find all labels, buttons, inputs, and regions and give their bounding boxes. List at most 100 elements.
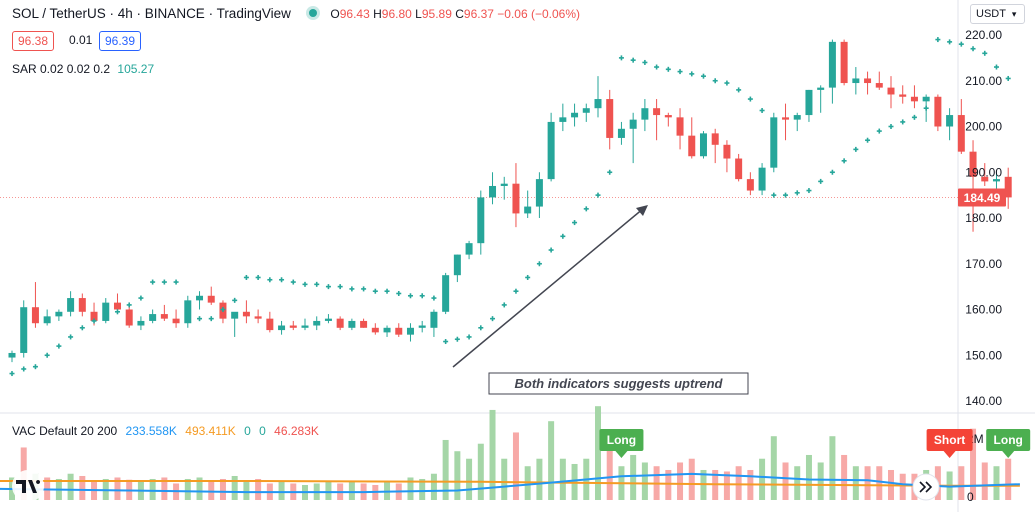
candle-body [641,108,649,120]
sar-point [911,114,917,120]
sar-point [536,261,542,267]
plot-background [0,0,958,512]
sar-point [595,192,601,198]
candle-body [559,117,567,122]
price-tick-label: 140.00 [965,394,1002,408]
tradingview-logo[interactable] [12,470,44,502]
candle [207,286,215,305]
candle [758,163,766,196]
signal-long: Long [986,429,1031,458]
candle [535,172,543,218]
candle [817,85,825,113]
price-tick-label: 210.00 [965,74,1002,88]
sar-point [314,281,320,287]
sell-price-button[interactable]: 96.38 [12,31,55,51]
buy-price-button[interactable]: 96.39 [99,31,142,51]
volume-bar [559,458,566,500]
candle-body [489,185,497,198]
sar-point [21,366,27,372]
candle-body [828,41,836,88]
candle [793,112,801,132]
volume-bar [208,481,215,500]
sar-point [197,316,203,322]
annotation-box [488,372,749,395]
volume-bar [759,458,766,500]
sar-point [794,190,800,196]
vac-legend[interactable]: VAC Default 20 200 233.558K 493.411K 0 0… [12,424,324,438]
candle [688,117,696,159]
candle-body [266,318,274,331]
candle-body [371,327,379,333]
candle-body [242,311,250,317]
volume-bar [231,475,238,500]
sar-point [947,39,953,45]
signal-pointer [943,451,956,458]
candle [453,254,461,283]
sar-legend[interactable]: SAR 0.02 0.02 0.2 105.27 [12,62,154,76]
sar-point [267,277,273,283]
sar-point [935,37,941,43]
vac-value-1: 0 [244,424,251,438]
scroll-to-realtime-button[interactable] [912,473,940,501]
tradingview-logo-icon [16,480,41,493]
candle-body [78,298,86,312]
candle [172,309,180,328]
candle-body [840,41,848,84]
candle-body [981,176,989,182]
candle [910,85,918,109]
volume-bar [67,473,74,500]
sar-point [958,41,964,47]
sar-point [255,274,261,280]
sar-point [361,286,367,292]
sar-point [91,318,97,324]
candle [500,176,508,200]
sar-point [783,192,789,198]
candle-body [664,115,672,118]
close-value: 96.37 [463,7,494,21]
volume-bar [278,481,285,500]
sar-point [865,137,871,143]
sar-point [79,325,85,331]
candle [184,295,192,328]
candle [55,309,63,321]
market-status-icon [308,9,317,17]
volume-bar [794,466,801,500]
signal-box [926,429,973,451]
sar-point [454,336,460,342]
candle [969,140,977,232]
candle-body [910,96,918,102]
currency-selector[interactable]: USDT ▾ [970,4,1025,24]
candle [442,272,450,315]
candle [371,323,379,335]
candle-body [512,183,520,214]
volume-bar [970,428,977,500]
candle [629,112,637,164]
candle-body [817,87,825,90]
candle-body [606,99,614,138]
volume-bar [419,478,426,500]
sar-point [630,57,636,63]
sar-point [407,293,413,299]
chevron-down-icon: ▾ [1011,9,1017,19]
candle-body [231,311,239,319]
sar-point [525,274,531,280]
sar-point [443,339,449,345]
candle [301,318,309,331]
vac-value-2: 0 [259,424,266,438]
vac-fast-line [0,472,1020,494]
signal-pointer [1002,451,1015,458]
candle [887,76,895,109]
logo-backdrop [12,470,44,502]
candle-body [313,320,321,326]
vac-slow-value: 493.411K [185,424,236,438]
candle-body [793,115,801,120]
symbol-title[interactable]: SOL / TetherUS · 4h · BINANCE · TradingV… [12,6,291,21]
candle [957,99,965,154]
candle-body [196,295,204,301]
price-axis[interactable]: 220.00 210.00 200.00 190.00 180.00 170.00 160.… [958,28,1006,504]
volume-bar [161,477,168,500]
candle-body [406,327,414,335]
volume-bar [79,475,86,500]
